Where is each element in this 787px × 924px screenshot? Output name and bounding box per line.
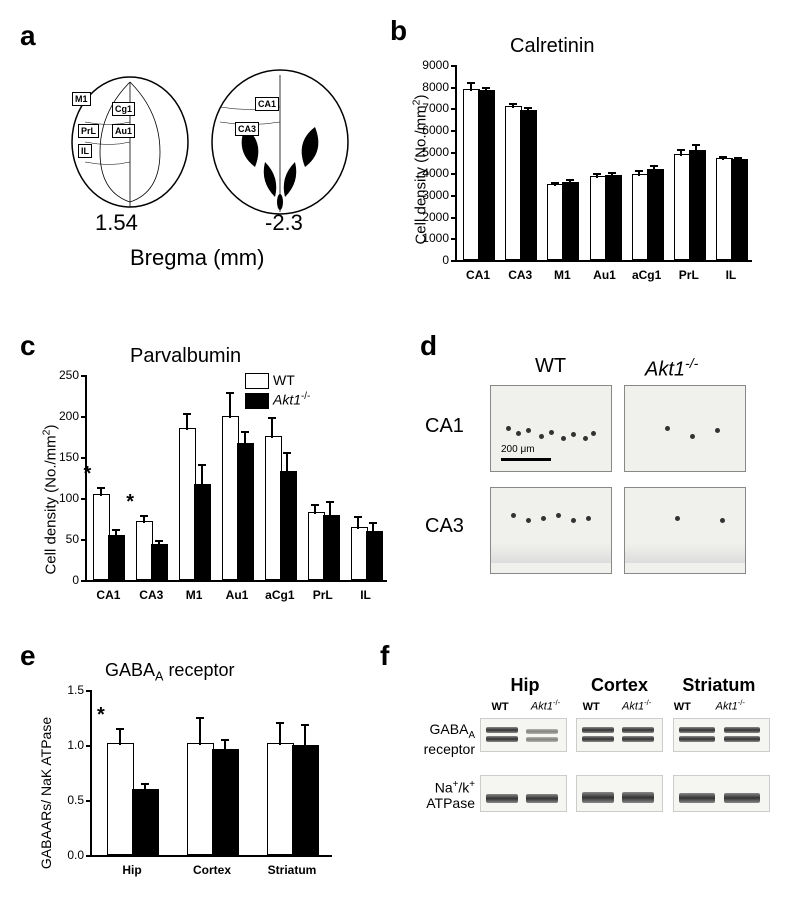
panel-e: e GABAA receptor GABAARs/ NaK ATPase 0.0…	[20, 640, 360, 900]
chart-e-ylabel: GABAARs/ NaK ATPase	[38, 717, 54, 869]
panel-d: d WT Akt1-/- CA1 CA3 200 μm	[420, 330, 770, 630]
region-cg1: Cg1	[112, 102, 135, 116]
bar-wt-Striatum	[267, 743, 294, 855]
bar-akt-PrL	[689, 150, 706, 260]
region-au1: Au1	[112, 124, 135, 138]
bar-akt-CA3	[151, 544, 168, 580]
region-il: IL	[78, 144, 92, 158]
blot-row-2	[480, 775, 770, 817]
chart-c-ylabel: Cell density (No./mm2)	[41, 424, 60, 574]
bar-akt-Hip	[132, 789, 159, 855]
chart-e: 0.00.51.01.5Hip*CortexStriatum	[90, 690, 332, 857]
panel-f: f Hip Cortex Striatum WT Akt1-/- WT Akt1…	[380, 640, 770, 900]
panel-e-label: e	[20, 640, 36, 672]
panel-f-label: f	[380, 640, 389, 672]
bregma-left: 1.54	[95, 210, 138, 236]
region-prl: PrL	[78, 124, 99, 138]
panel-b: b Calretinin Cell density (No./mm2) 0100…	[390, 20, 760, 310]
blot-headers: Hip Cortex Striatum	[480, 675, 769, 696]
bar-akt-M1	[194, 484, 211, 580]
bregma-right: -2.3	[265, 210, 303, 236]
blot-cortex-nak	[576, 775, 663, 812]
bar-akt-CA1	[108, 535, 125, 580]
brain-sections: M1 Cg1 PrL Au1 IL CA1 CA3	[60, 62, 360, 232]
bar-akt-aCg1	[647, 169, 664, 260]
chart-e-title: GABAA receptor	[105, 660, 234, 684]
bar-akt-IL	[731, 159, 748, 260]
bar-akt-aCg1	[280, 471, 297, 580]
micrograph-grid: 200 μm	[490, 385, 746, 579]
blot-striatum-nak	[673, 775, 770, 812]
col-akt: Akt1-/-	[645, 355, 698, 382]
micro-akt-ca1	[624, 385, 746, 472]
chart-c-title: Parvalbumin	[130, 345, 241, 368]
region-ca3: CA3	[235, 122, 259, 136]
tissue-cortex: Cortex	[574, 675, 664, 696]
chart-b: 0100020003000400050006000700080009000CA1…	[455, 65, 752, 262]
micro-wt-ca3	[490, 487, 612, 574]
blot-row-1	[480, 718, 770, 757]
brain-svg	[60, 62, 360, 232]
blot-hip-nak	[480, 775, 567, 812]
panel-b-label: b	[390, 15, 407, 47]
panel-c: c Parvalbumin WT Akt1-/- Cell density (N…	[20, 330, 400, 630]
panel-d-label: d	[420, 330, 437, 362]
bregma-label: Bregma (mm)	[130, 245, 264, 271]
tissue-striatum: Striatum	[669, 675, 769, 696]
bar-akt-CA1	[478, 90, 495, 260]
micro-wt-ca1: 200 μm	[490, 385, 612, 472]
blot-cortex-gaba	[576, 718, 663, 752]
col-wt: WT	[535, 355, 566, 378]
row-nak: Na+/k+ATPase	[395, 780, 475, 811]
row-gaba: GABAAreceptor	[395, 722, 475, 757]
bar-akt-M1	[562, 182, 579, 260]
chart-b-title: Calretinin	[510, 35, 594, 58]
bar-akt-Au1	[237, 443, 254, 580]
panel-a-label: a	[20, 20, 380, 52]
panel-a: a	[20, 20, 380, 290]
bar-akt-Au1	[605, 175, 622, 260]
bar-wt-Cortex	[187, 743, 214, 855]
panel-c-label: c	[20, 330, 36, 362]
bar-akt-IL	[366, 531, 383, 580]
row-ca1: CA1	[425, 415, 464, 438]
bar-akt-Cortex	[212, 749, 239, 856]
bar-akt-PrL	[323, 515, 340, 580]
region-ca1: CA1	[255, 97, 279, 111]
micro-akt-ca3	[624, 487, 746, 574]
bar-akt-Striatum	[292, 745, 319, 855]
tissue-hip: Hip	[480, 675, 570, 696]
chart-c: 050100150200250CA1*CA3*M1Au1aCg1PrLIL	[85, 375, 387, 582]
bar-akt-CA3	[520, 110, 537, 260]
bar-wt-Hip	[107, 743, 134, 855]
region-m1: M1	[72, 92, 91, 106]
row-ca3: CA3	[425, 515, 464, 538]
figure-container: a	[20, 20, 767, 904]
blot-hip-gaba	[480, 718, 567, 752]
blot-striatum-gaba	[673, 718, 770, 752]
blot-lanes: WT Akt1-/- WT Akt1-/- WT Akt1-/-	[480, 698, 755, 713]
